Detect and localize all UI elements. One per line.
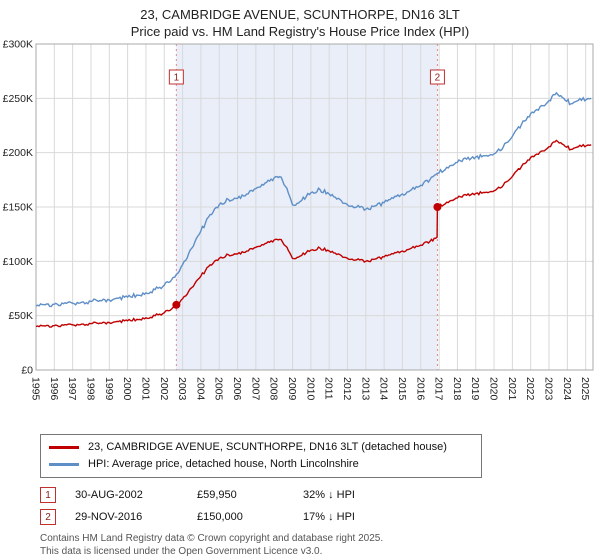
sale-2-marker: 2 — [40, 509, 56, 525]
y-tick-label: £250K — [3, 93, 33, 105]
y-tick-label: £50K — [8, 310, 33, 322]
license-footer: Contains HM Land Registry data © Crown c… — [40, 533, 600, 559]
legend-label-hpi: HPI: Average price, detached house, Nort… — [88, 458, 359, 470]
y-tick-label: £100K — [3, 256, 33, 268]
legend-item-price-paid: 23, CAMBRIDGE AVENUE, SCUNTHORPE, DN16 3… — [49, 439, 473, 456]
x-tick-label: 2001 — [139, 377, 151, 401]
x-tick-label: 2019 — [469, 377, 481, 401]
x-tick-label: 2011 — [323, 377, 335, 400]
x-tick-label: 2008 — [268, 377, 280, 401]
plot-border — [35, 43, 594, 371]
x-tick-label: 2004 — [194, 377, 206, 401]
chart-marker-label-1: 1 — [174, 73, 180, 84]
sale-2-price: £150,000 — [197, 511, 243, 523]
footer-line-2: This data is licensed under the Open Gov… — [40, 545, 323, 557]
sale-2-hpi-diff: 17% ↓ HPI — [303, 511, 355, 523]
x-tick-label: 1997 — [66, 377, 78, 401]
x-tick-label: 2000 — [121, 377, 133, 401]
x-tick-label: 2010 — [304, 377, 316, 401]
x-tick-label: 2002 — [158, 377, 170, 401]
y-tick-label: £0 — [21, 365, 33, 377]
x-tick-label: 2005 — [213, 377, 225, 401]
x-tick-label: 2017 — [433, 377, 445, 401]
x-tick-label: 2021 — [506, 377, 518, 401]
chart-marker-label-2: 2 — [435, 73, 441, 84]
red-line-swatch — [49, 446, 79, 449]
x-tick-label: 2024 — [561, 377, 573, 401]
page-title: 23, CAMBRIDGE AVENUE, SCUNTHORPE, DN16 3… — [140, 7, 460, 22]
sale-1-hpi-diff: 32% ↓ HPI — [303, 489, 355, 501]
chart-marker-box-1 — [168, 69, 184, 85]
y-tick-label: £150K — [3, 202, 33, 214]
sale-point-1 — [172, 300, 181, 309]
price-paid-line — [35, 139, 592, 328]
x-tick-label: 2012 — [341, 377, 353, 401]
hpi-line — [35, 91, 592, 308]
price-history-chart: 1 2 £0 £50K £100K £150K £200K £250K £300K 1995 199… — [3, 40, 594, 401]
x-tick-label: 2013 — [359, 377, 371, 401]
y-tick-label: £200K — [3, 147, 33, 159]
x-tick-label: 1999 — [103, 377, 115, 401]
sale-1-date: 30-AUG-2002 — [75, 489, 143, 501]
x-tick-label: 2009 — [286, 377, 298, 401]
sale-point-2 — [433, 203, 442, 211]
x-tick-label: 2025 — [579, 377, 591, 401]
blue-line-swatch — [49, 463, 79, 466]
x-tick-label: 1995 — [30, 377, 42, 401]
x-tick-label: 2020 — [488, 377, 500, 401]
sale-row-2: 2 29-NOV-2016 £150,000 17% ↓ HPI — [40, 506, 600, 528]
x-tick-label: 2016 — [414, 377, 426, 401]
footer-line-1: Contains HM Land Registry data © Crown c… — [40, 533, 384, 544]
x-tick-label: 1998 — [84, 377, 96, 401]
chart-legend: 23, CAMBRIDGE AVENUE, SCUNTHORPE, DN16 3… — [40, 434, 482, 478]
x-tick-label: 2007 — [249, 377, 261, 401]
x-tick-label: 2022 — [524, 377, 536, 401]
x-tick-label: 2015 — [396, 377, 408, 401]
x-tick-label: 1996 — [48, 377, 60, 401]
y-tick-label: £300K — [3, 40, 33, 51]
page-subtitle: Price paid vs. HM Land Registry's House … — [130, 24, 470, 39]
sale-1-price: £59,950 — [197, 489, 237, 501]
legend-label-price-paid: 23, CAMBRIDGE AVENUE, SCUNTHORPE, DN16 3… — [88, 441, 447, 453]
chart-header: 23, CAMBRIDGE AVENUE, SCUNTHORPE, DN16 3… — [0, 0, 600, 40]
x-tick-label: 2014 — [378, 377, 390, 401]
sale-row-1: 1 30-AUG-2002 £59,950 32% ↓ HPI — [40, 484, 600, 506]
x-tick-label: 2006 — [231, 377, 243, 401]
legend-item-hpi: HPI: Average price, detached house, Nort… — [49, 456, 473, 473]
x-tick-label: 2003 — [176, 377, 188, 401]
sale-1-marker: 1 — [40, 487, 56, 503]
sale-annotations: 1 30-AUG-2002 £59,950 32% ↓ HPI 2 29-NOV… — [40, 484, 600, 528]
x-tick-label: 2018 — [451, 377, 463, 401]
x-tick-label: 2023 — [543, 377, 555, 401]
sale-2-date: 29-NOV-2016 — [75, 511, 143, 523]
chart-marker-box-2 — [429, 69, 445, 85]
